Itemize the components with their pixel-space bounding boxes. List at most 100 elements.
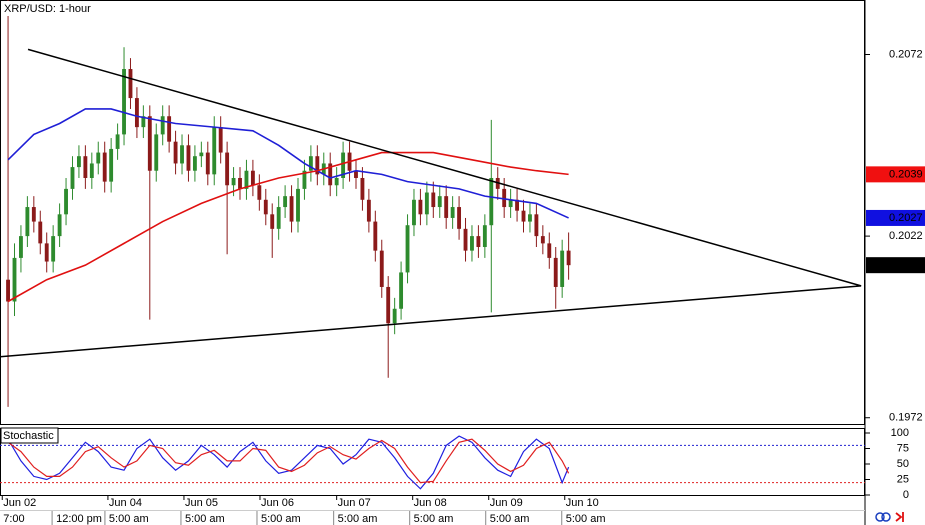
price-marker-label: 0.2014 [889, 259, 923, 271]
toolbar-icons[interactable] [875, 512, 904, 522]
candle-body [128, 69, 133, 99]
candle-body [328, 163, 333, 186]
candle-body [270, 214, 275, 229]
y-tick-label: 0.1972 [889, 412, 923, 424]
candle-body [308, 156, 313, 171]
y-tick-label: 75 [897, 442, 909, 454]
candle-body [57, 214, 62, 237]
candle-body [547, 243, 552, 258]
candle-body [238, 177, 242, 189]
candle-body [263, 199, 268, 215]
candle-body [437, 196, 442, 208]
candle-body [122, 69, 126, 135]
moving-average [7, 108, 569, 219]
y-tick-label: 25 [897, 473, 909, 485]
candle-body [405, 225, 410, 273]
x-tick-label: 5:00 am [261, 513, 301, 525]
candle-body [289, 196, 294, 222]
x-tick-label: 5:00 am [338, 513, 378, 525]
candle-body [418, 199, 423, 215]
candle-body [315, 156, 320, 175]
candle-body [12, 257, 17, 302]
x-tick-label: 7:00 [3, 513, 24, 525]
candle-body [379, 250, 384, 287]
candle-body [302, 170, 307, 189]
x-tick-label: 5:00 am [490, 513, 530, 525]
link-icon[interactable] [875, 512, 885, 522]
candle-body [515, 199, 519, 211]
candle-body [231, 177, 236, 186]
candle-body [366, 199, 371, 222]
price-marker-label: 0.2027 [889, 212, 923, 224]
candle-body [502, 188, 507, 208]
candle-body [51, 236, 56, 262]
candle-body [160, 116, 165, 135]
scroll-end-icon[interactable] [895, 512, 904, 522]
x-tick-label: Jun 05 [185, 497, 218, 509]
candle-body [354, 170, 358, 178]
candle-body [373, 221, 378, 251]
candle-body [296, 188, 300, 222]
candle-body [553, 257, 558, 287]
candle-body [96, 152, 101, 164]
candle-body [192, 156, 197, 171]
candle-body [141, 116, 146, 128]
candle-body [180, 145, 184, 164]
candle-body [102, 152, 107, 182]
candle-body [508, 199, 513, 208]
candle-body [173, 141, 178, 164]
candle-body [225, 152, 230, 186]
candle-body [199, 152, 204, 157]
candle-body [250, 170, 255, 186]
candle-body [341, 152, 346, 178]
candle-body [521, 210, 526, 222]
candle-body [528, 214, 532, 222]
x-tick-label: Jun 09 [490, 497, 523, 509]
x-tick-label: Jun 04 [109, 497, 142, 509]
indicator-line [7, 438, 570, 484]
candle-body [64, 188, 68, 215]
chart-title: XRP/USD: 1-hour [4, 3, 91, 15]
candle-body [89, 163, 94, 178]
x-tick-label: 5:00 am [566, 513, 606, 525]
price-marker-label: 0.2039 [889, 168, 923, 180]
candle-body [134, 98, 139, 128]
candle-body [424, 192, 429, 215]
candle-body [257, 185, 262, 200]
price-marker [866, 257, 925, 274]
candle-body [412, 199, 416, 226]
x-tick-label: Jun 08 [414, 497, 447, 509]
candle-body [476, 236, 481, 248]
trendline [27, 48, 862, 287]
y-tick-label: 100 [891, 427, 909, 439]
candle-body [431, 192, 436, 208]
candle-body [470, 236, 474, 251]
x-tick-label: Jun 02 [3, 497, 36, 509]
x-tick-label: Jun 10 [566, 497, 599, 509]
indicator-title: Stochastic [3, 430, 54, 442]
candle-body [463, 228, 468, 251]
candle-body [109, 148, 114, 182]
y-tick-label: 0.2022 [889, 230, 923, 242]
price-pane [0, 0, 865, 425]
price-marker [866, 209, 925, 226]
moving-average [7, 151, 569, 303]
candle-body [399, 272, 404, 309]
candle-body [392, 308, 397, 324]
x-tick-label: 12:00 pm [56, 513, 102, 525]
candle-body [283, 196, 288, 208]
x-tick-label: 5:00 am [185, 513, 225, 525]
x-tick-label: 5:00 am [109, 513, 149, 525]
candle-body [83, 156, 88, 178]
indicator-line [7, 435, 570, 490]
candle-body [444, 196, 449, 218]
candle-body [167, 116, 172, 142]
candle-body [44, 243, 49, 262]
candle-body [566, 250, 571, 266]
candle-body [70, 167, 75, 189]
candle-body [6, 279, 10, 302]
x-tick-label: Jun 06 [261, 497, 294, 509]
link-icon[interactable] [881, 512, 891, 522]
x-tick-label: 5:00 am [414, 513, 454, 525]
